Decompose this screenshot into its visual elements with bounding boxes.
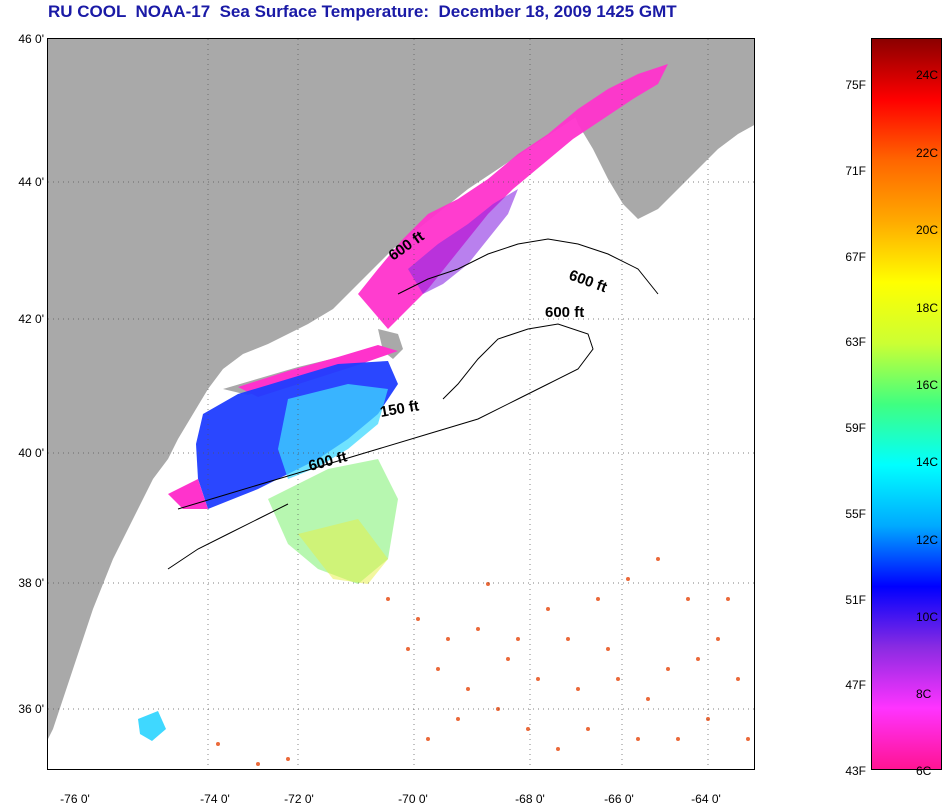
lat-label-46: 46 0' — [18, 32, 44, 46]
colorbar-gradient — [871, 38, 942, 770]
map-canvas: 600 ft 600 ft 600 ft 150 ft 600 ft — [48, 39, 754, 769]
sst-purple-gulf-of-maine — [408, 189, 518, 294]
colorbar-label-67f: 67F — [845, 250, 866, 264]
isobath-label-600ft-east: 600 ft — [567, 267, 610, 296]
isobaths — [167, 238, 659, 570]
colorbar-label-10c: 10C — [916, 610, 939, 624]
temperature-colorbar — [871, 38, 943, 770]
colorbar-label-47f: 47F — [845, 678, 866, 692]
sst-cold-nj-tip — [168, 479, 208, 509]
map-title: RU COOL NOAA-17 Sea Surface Temperature:… — [48, 2, 677, 21]
colorbar-label-8c: 8C — [916, 687, 932, 701]
isobath-label-150ft: 150 ft — [379, 397, 421, 421]
colorbar-label-20c: 20C — [916, 223, 939, 237]
land-nova-scotia — [568, 39, 754, 219]
colorbar-label-71f: 71F — [845, 164, 866, 178]
colorbar-label-14c: 14C — [916, 455, 939, 469]
lat-label-44: 44 0' — [18, 175, 44, 189]
lon-label-76: -76 0' — [60, 792, 90, 806]
lon-label-72: -72 0' — [284, 792, 314, 806]
sst-hatteras-spot — [138, 711, 166, 741]
colorbar-label-63f: 63F — [845, 335, 866, 349]
colorbar-label-12c: 12C — [916, 533, 939, 547]
lon-label-74: -74 0' — [200, 792, 230, 806]
colorbar-label-22c: 22C — [916, 146, 939, 160]
sst-map: 600 ft 600 ft 600 ft 150 ft 600 ft — [47, 38, 755, 770]
lon-label-68: -68 0' — [515, 792, 545, 806]
lat-label-40: 40 0' — [18, 446, 44, 460]
isobath-label-600ft-georges: 600 ft — [545, 304, 584, 321]
colorbar-label-51f: 51F — [845, 593, 866, 607]
colorbar-label-43f: 43F — [845, 764, 866, 778]
land-us-northeast — [48, 39, 658, 739]
lon-label-70: -70 0' — [398, 792, 428, 806]
colorbar-label-18c: 18C — [916, 301, 939, 315]
lat-label-36: 36 0' — [18, 702, 44, 716]
lon-label-64: -64 0' — [691, 792, 721, 806]
colorbar-label-59f: 59F — [845, 421, 866, 435]
colorbar-label-55f: 55F — [845, 507, 866, 521]
sst-cyan-shelf — [278, 384, 388, 479]
graticule — [48, 39, 754, 769]
sst-slope-yellow — [298, 519, 388, 584]
lat-label-42: 42 0' — [18, 312, 44, 326]
lon-label-66: -66 0' — [604, 792, 634, 806]
colorbar-label-24c: 24C — [916, 68, 939, 82]
colorbar-label-75f: 75F — [845, 78, 866, 92]
colorbar-label-6c: 6C — [916, 764, 932, 778]
sst-gulf-stream-field — [216, 557, 750, 766]
lat-label-38: 38 0' — [18, 576, 44, 590]
colorbar-label-16c: 16C — [916, 378, 939, 392]
